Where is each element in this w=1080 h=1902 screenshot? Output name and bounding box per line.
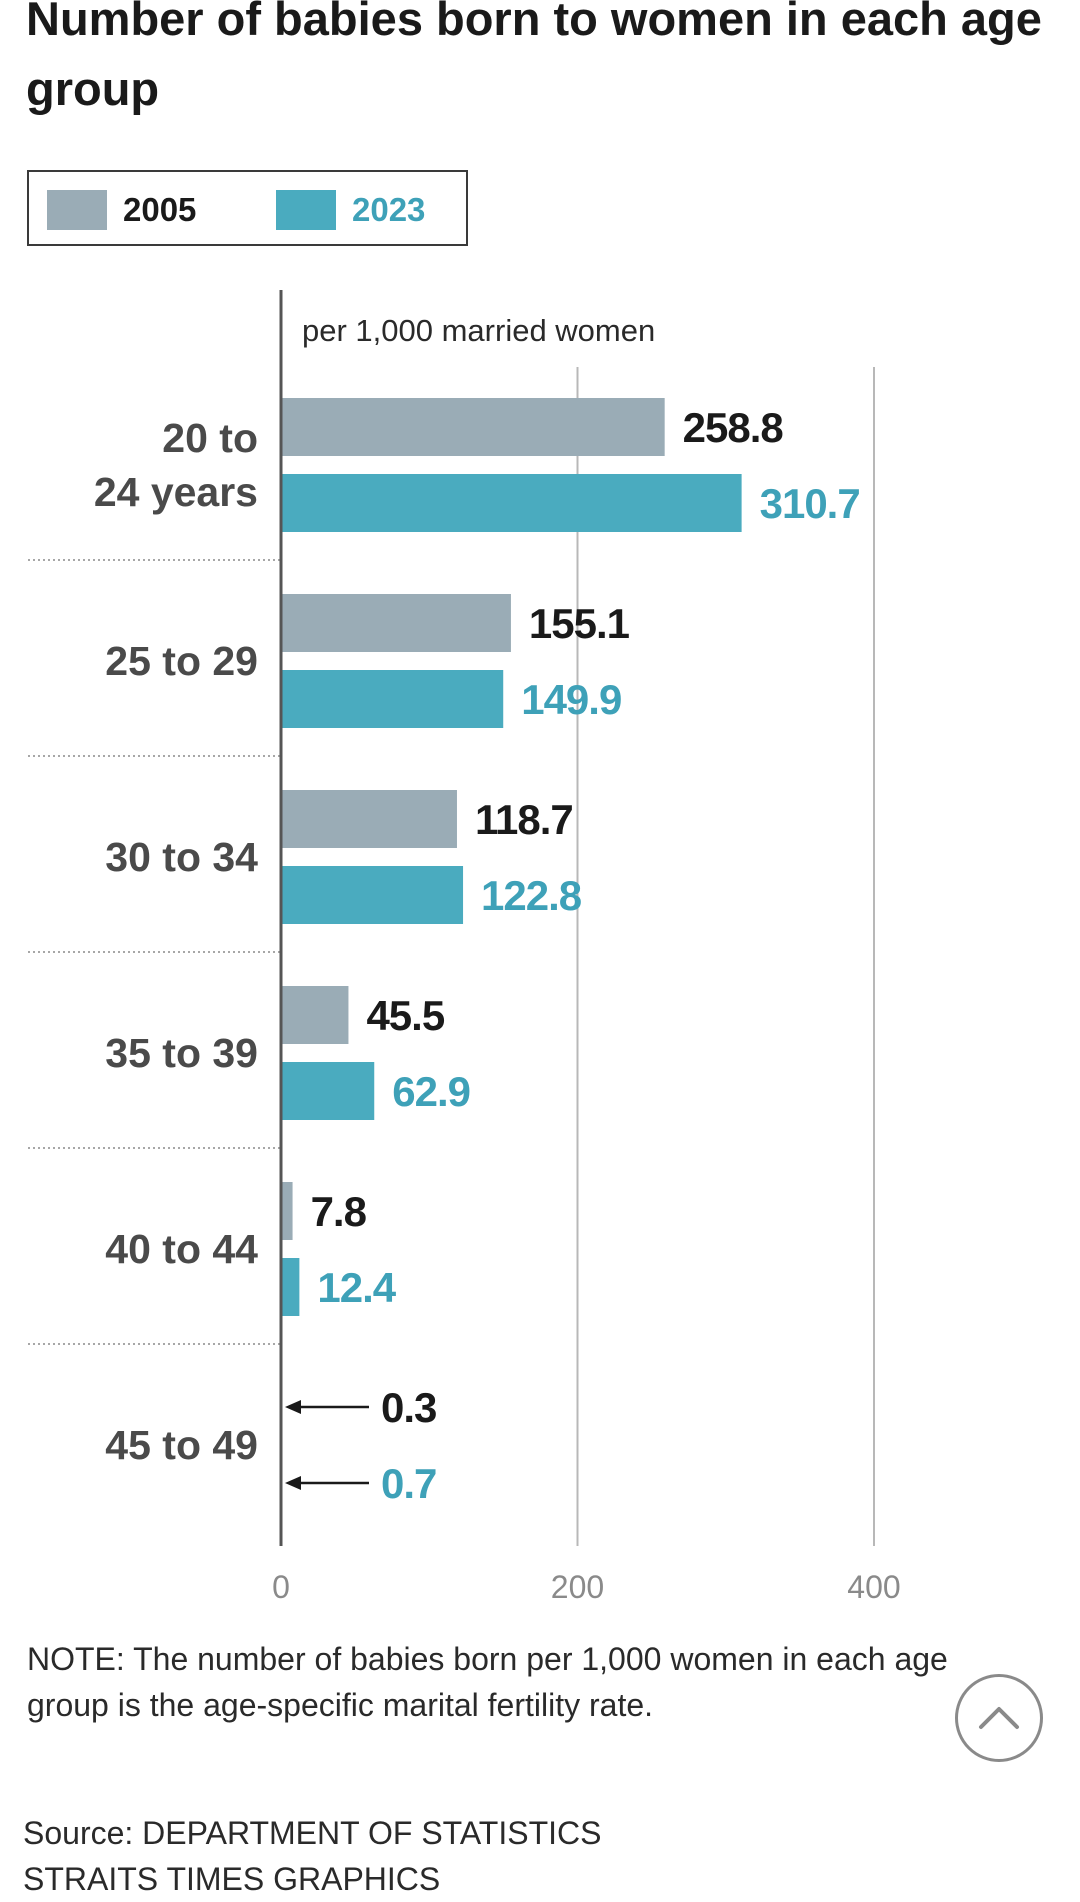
value-label-2023-6: 0.7: [381, 1460, 436, 1507]
bar-2023-2: [281, 670, 503, 728]
value-label-2005-1: 258.8: [683, 404, 784, 451]
chart-source: Source: DEPARTMENT OF STATISTICS STRAITS…: [23, 1810, 923, 1902]
value-label-2023-3: 122.8: [481, 872, 582, 919]
value-label-2005-5: 7.8: [311, 1188, 367, 1235]
bar-2023-4: [281, 1062, 374, 1120]
value-label-2005-3: 118.7: [475, 796, 573, 843]
x-tick-label-400: 400: [847, 1569, 900, 1605]
category-label-4: 35 to 39: [105, 1030, 258, 1076]
bar-chart: per 1,000 married women 0 200 400 20 to 24 ye…: [0, 0, 1080, 1620]
category-label-6: 45 to 49: [105, 1422, 258, 1468]
value-label-2023-1: 310.7: [760, 480, 860, 527]
x-tick-label-0: 0: [272, 1569, 290, 1605]
bar-2005-5: [281, 1182, 293, 1240]
bar-2005-2: [281, 594, 511, 652]
pointer-arrowhead-2005: [285, 1400, 301, 1414]
category-label-2: 25 to 29: [105, 638, 258, 684]
chart-note: NOTE: The number of babies born per 1,00…: [27, 1636, 957, 1728]
category-label-1: 20 to: [162, 415, 258, 461]
scroll-to-top-button[interactable]: [955, 1674, 1043, 1762]
bar-2023-3: [281, 866, 463, 924]
pointer-arrowhead-2023: [285, 1476, 301, 1490]
category-label-1: 24 years: [94, 469, 258, 515]
value-label-2023-2: 149.9: [521, 676, 621, 723]
chevron-up-icon: [958, 1677, 1040, 1759]
bar-2005-1: [281, 398, 665, 456]
unit-label: per 1,000 married women: [302, 313, 655, 348]
value-label-2023-4: 62.9: [392, 1068, 470, 1115]
value-label-2005-2: 155.1: [529, 600, 630, 647]
value-label-2005-4: 45.5: [366, 992, 444, 1039]
category-label-3: 30 to 34: [105, 834, 258, 880]
value-label-2005-6: 0.3: [381, 1384, 436, 1431]
x-tick-label-200: 200: [551, 1569, 604, 1605]
source-line-department: Source: DEPARTMENT OF STATISTICS: [23, 1810, 923, 1856]
bar-2023-1: [281, 474, 742, 532]
source-line-graphics: STRAITS TIMES GRAPHICS: [23, 1856, 923, 1902]
bar-2023-5: [281, 1258, 299, 1316]
bar-2005-3: [281, 790, 457, 848]
value-label-2023-5: 12.4: [317, 1264, 396, 1311]
bar-2005-4: [281, 986, 348, 1044]
category-label-5: 40 to 44: [105, 1226, 258, 1272]
